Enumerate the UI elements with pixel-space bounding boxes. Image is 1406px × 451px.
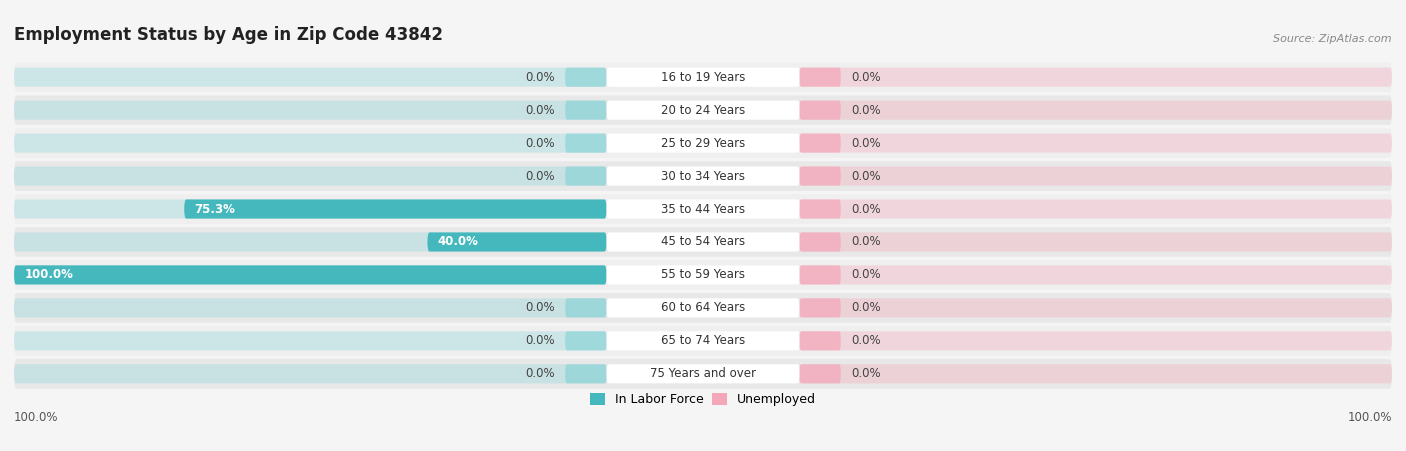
FancyBboxPatch shape	[14, 265, 606, 285]
FancyBboxPatch shape	[14, 364, 606, 383]
FancyBboxPatch shape	[14, 326, 1392, 356]
Text: 0.0%: 0.0%	[851, 367, 880, 380]
FancyBboxPatch shape	[14, 161, 1392, 191]
Text: 16 to 19 Years: 16 to 19 Years	[661, 71, 745, 84]
Text: 60 to 64 Years: 60 to 64 Years	[661, 301, 745, 314]
Text: 100.0%: 100.0%	[1347, 410, 1392, 423]
Text: 0.0%: 0.0%	[851, 268, 880, 281]
FancyBboxPatch shape	[427, 232, 606, 252]
Text: 0.0%: 0.0%	[526, 334, 555, 347]
FancyBboxPatch shape	[14, 265, 606, 285]
Text: 65 to 74 Years: 65 to 74 Years	[661, 334, 745, 347]
Text: 30 to 34 Years: 30 to 34 Years	[661, 170, 745, 183]
FancyBboxPatch shape	[565, 133, 606, 152]
FancyBboxPatch shape	[14, 133, 606, 152]
FancyBboxPatch shape	[606, 199, 800, 219]
FancyBboxPatch shape	[14, 68, 606, 87]
FancyBboxPatch shape	[606, 101, 800, 120]
Text: 100.0%: 100.0%	[14, 410, 59, 423]
FancyBboxPatch shape	[565, 331, 606, 350]
FancyBboxPatch shape	[14, 359, 1392, 389]
FancyBboxPatch shape	[565, 364, 606, 383]
FancyBboxPatch shape	[14, 166, 606, 186]
FancyBboxPatch shape	[800, 265, 841, 285]
FancyBboxPatch shape	[565, 101, 606, 120]
FancyBboxPatch shape	[800, 364, 1392, 383]
FancyBboxPatch shape	[800, 68, 1392, 87]
FancyBboxPatch shape	[565, 299, 606, 318]
FancyBboxPatch shape	[606, 265, 800, 285]
Text: 0.0%: 0.0%	[851, 235, 880, 249]
FancyBboxPatch shape	[800, 199, 841, 219]
FancyBboxPatch shape	[800, 133, 841, 152]
Text: 100.0%: 100.0%	[24, 268, 73, 281]
FancyBboxPatch shape	[565, 166, 606, 186]
Text: 0.0%: 0.0%	[526, 301, 555, 314]
Text: 20 to 24 Years: 20 to 24 Years	[661, 104, 745, 117]
FancyBboxPatch shape	[800, 232, 841, 252]
Text: 0.0%: 0.0%	[851, 71, 880, 84]
Text: 0.0%: 0.0%	[851, 334, 880, 347]
FancyBboxPatch shape	[14, 62, 1392, 92]
FancyBboxPatch shape	[14, 194, 1392, 224]
FancyBboxPatch shape	[14, 199, 606, 219]
FancyBboxPatch shape	[606, 299, 800, 318]
FancyBboxPatch shape	[800, 364, 841, 383]
FancyBboxPatch shape	[606, 232, 800, 252]
Text: 75 Years and over: 75 Years and over	[650, 367, 756, 380]
FancyBboxPatch shape	[14, 128, 1392, 158]
Text: 75.3%: 75.3%	[194, 202, 235, 216]
Text: 0.0%: 0.0%	[851, 202, 880, 216]
Text: 25 to 29 Years: 25 to 29 Years	[661, 137, 745, 150]
Text: 0.0%: 0.0%	[526, 71, 555, 84]
Text: 35 to 44 Years: 35 to 44 Years	[661, 202, 745, 216]
FancyBboxPatch shape	[14, 95, 1392, 125]
Text: Source: ZipAtlas.com: Source: ZipAtlas.com	[1274, 34, 1392, 44]
FancyBboxPatch shape	[606, 331, 800, 350]
Legend: In Labor Force, Unemployed: In Labor Force, Unemployed	[585, 388, 821, 411]
Text: 0.0%: 0.0%	[526, 367, 555, 380]
FancyBboxPatch shape	[14, 299, 606, 318]
FancyBboxPatch shape	[800, 101, 841, 120]
FancyBboxPatch shape	[800, 299, 841, 318]
FancyBboxPatch shape	[800, 299, 1392, 318]
FancyBboxPatch shape	[606, 133, 800, 152]
FancyBboxPatch shape	[14, 260, 1392, 290]
Text: 0.0%: 0.0%	[851, 137, 880, 150]
FancyBboxPatch shape	[800, 101, 1392, 120]
FancyBboxPatch shape	[606, 68, 800, 87]
FancyBboxPatch shape	[800, 68, 841, 87]
Text: 40.0%: 40.0%	[437, 235, 478, 249]
Text: 55 to 59 Years: 55 to 59 Years	[661, 268, 745, 281]
FancyBboxPatch shape	[800, 166, 841, 186]
FancyBboxPatch shape	[14, 232, 606, 252]
Text: 0.0%: 0.0%	[526, 137, 555, 150]
FancyBboxPatch shape	[14, 101, 606, 120]
Text: 45 to 54 Years: 45 to 54 Years	[661, 235, 745, 249]
FancyBboxPatch shape	[184, 199, 606, 219]
FancyBboxPatch shape	[14, 227, 1392, 257]
Text: 0.0%: 0.0%	[526, 170, 555, 183]
FancyBboxPatch shape	[800, 166, 1392, 186]
FancyBboxPatch shape	[606, 364, 800, 383]
Text: Employment Status by Age in Zip Code 43842: Employment Status by Age in Zip Code 438…	[14, 26, 443, 44]
FancyBboxPatch shape	[14, 293, 1392, 323]
Text: 0.0%: 0.0%	[851, 104, 880, 117]
Text: 0.0%: 0.0%	[526, 104, 555, 117]
FancyBboxPatch shape	[800, 331, 1392, 350]
FancyBboxPatch shape	[800, 133, 1392, 152]
FancyBboxPatch shape	[565, 68, 606, 87]
FancyBboxPatch shape	[606, 166, 800, 186]
Text: 0.0%: 0.0%	[851, 301, 880, 314]
FancyBboxPatch shape	[800, 199, 1392, 219]
FancyBboxPatch shape	[14, 331, 606, 350]
FancyBboxPatch shape	[800, 232, 1392, 252]
FancyBboxPatch shape	[800, 265, 1392, 285]
Text: 0.0%: 0.0%	[851, 170, 880, 183]
FancyBboxPatch shape	[800, 331, 841, 350]
